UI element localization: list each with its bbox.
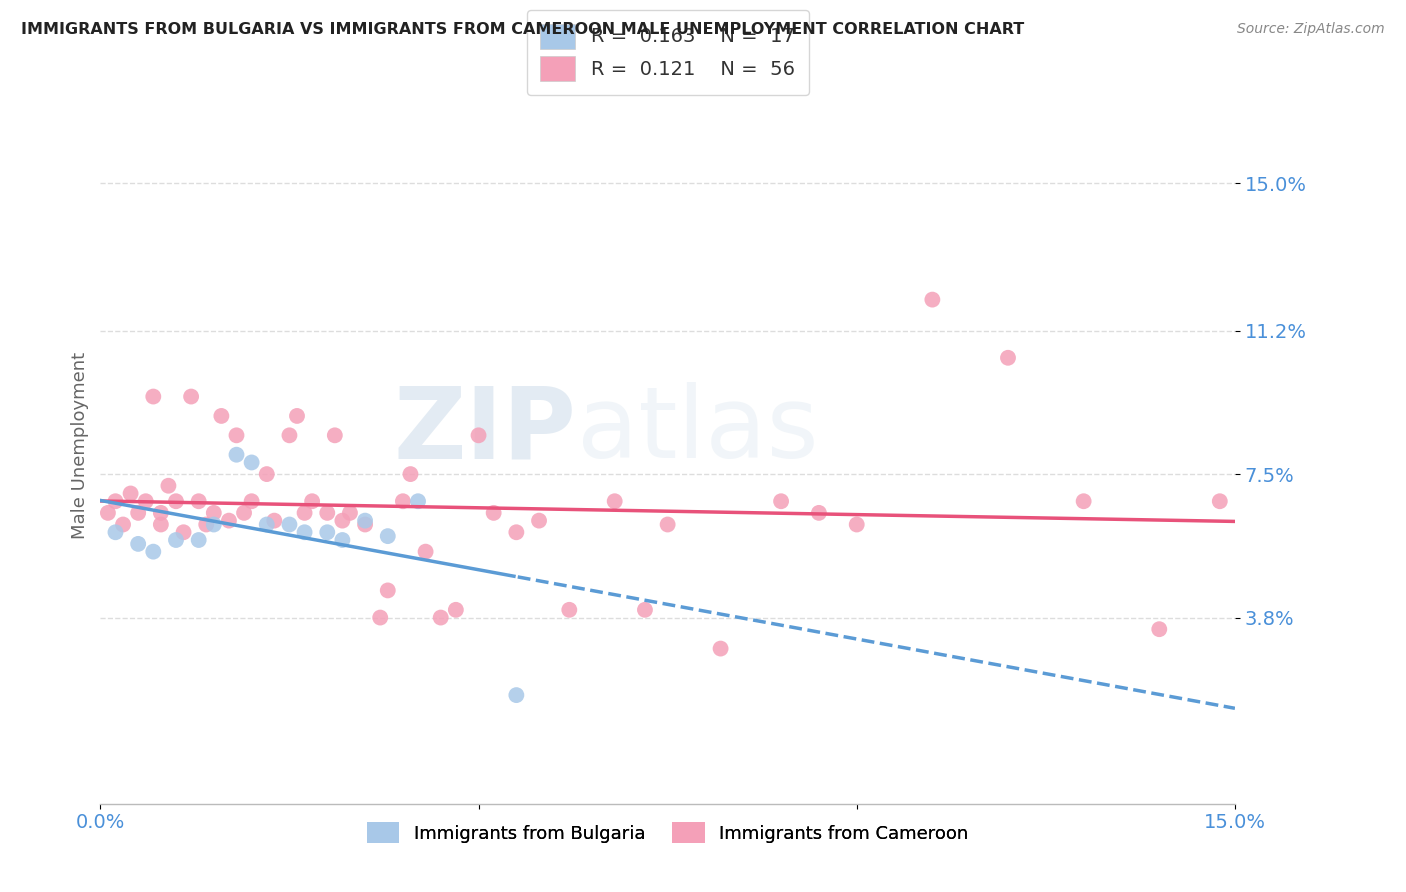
Point xyxy=(278,517,301,532)
Legend: Immigrants from Bulgaria, Immigrants from Cameroon: Immigrants from Bulgaria, Immigrants fro… xyxy=(357,814,977,852)
Point xyxy=(921,293,943,307)
Point xyxy=(505,688,527,702)
Point xyxy=(406,494,429,508)
Point xyxy=(127,506,149,520)
Point xyxy=(97,506,120,520)
Point xyxy=(467,428,489,442)
Point xyxy=(180,390,202,404)
Point xyxy=(377,583,399,598)
Text: atlas: atlas xyxy=(576,382,818,479)
Point xyxy=(339,506,361,520)
Point xyxy=(202,506,225,520)
Point xyxy=(225,448,247,462)
Point xyxy=(392,494,415,508)
Point xyxy=(323,428,346,442)
Point xyxy=(294,506,316,520)
Point xyxy=(142,544,165,558)
Point xyxy=(316,525,339,540)
Point xyxy=(135,494,157,508)
Point xyxy=(285,409,308,423)
Point xyxy=(294,525,316,540)
Point xyxy=(368,610,391,624)
Point xyxy=(527,514,550,528)
Point xyxy=(157,479,180,493)
Point xyxy=(165,494,187,508)
Point xyxy=(316,506,339,520)
Point xyxy=(354,514,377,528)
Point xyxy=(278,428,301,442)
Point xyxy=(415,544,437,558)
Point xyxy=(997,351,1019,365)
Point xyxy=(209,409,232,423)
Point xyxy=(218,514,240,528)
Point xyxy=(505,525,527,540)
Point xyxy=(657,517,679,532)
Point xyxy=(444,603,467,617)
Point xyxy=(142,390,165,404)
Point xyxy=(263,514,285,528)
Point xyxy=(399,467,422,482)
Point xyxy=(845,517,868,532)
Point xyxy=(120,486,142,500)
Point xyxy=(482,506,505,520)
Point xyxy=(202,517,225,532)
Point xyxy=(104,525,127,540)
Point xyxy=(187,533,209,547)
Point xyxy=(104,494,127,508)
Point xyxy=(354,517,377,532)
Point xyxy=(603,494,626,508)
Point xyxy=(195,517,218,532)
Point xyxy=(256,467,278,482)
Text: IMMIGRANTS FROM BULGARIA VS IMMIGRANTS FROM CAMEROON MALE UNEMPLOYMENT CORRELATI: IMMIGRANTS FROM BULGARIA VS IMMIGRANTS F… xyxy=(21,22,1025,37)
Point xyxy=(149,517,172,532)
Text: ZIP: ZIP xyxy=(394,382,576,479)
Point xyxy=(558,603,581,617)
Point xyxy=(1209,494,1232,508)
Point xyxy=(429,610,451,624)
Point xyxy=(112,517,135,532)
Point xyxy=(165,533,187,547)
Point xyxy=(256,517,278,532)
Point xyxy=(807,506,830,520)
Point xyxy=(377,529,399,543)
Point xyxy=(233,506,256,520)
Point xyxy=(770,494,793,508)
Y-axis label: Male Unemployment: Male Unemployment xyxy=(72,351,89,539)
Point xyxy=(149,506,172,520)
Point xyxy=(225,428,247,442)
Point xyxy=(1149,622,1171,636)
Point xyxy=(332,514,354,528)
Point xyxy=(240,455,263,469)
Point xyxy=(710,641,733,656)
Point xyxy=(332,533,354,547)
Text: Source: ZipAtlas.com: Source: ZipAtlas.com xyxy=(1237,22,1385,37)
Point xyxy=(127,537,149,551)
Point xyxy=(240,494,263,508)
Point xyxy=(173,525,195,540)
Point xyxy=(1073,494,1095,508)
Point xyxy=(634,603,657,617)
Point xyxy=(301,494,323,508)
Point xyxy=(187,494,209,508)
